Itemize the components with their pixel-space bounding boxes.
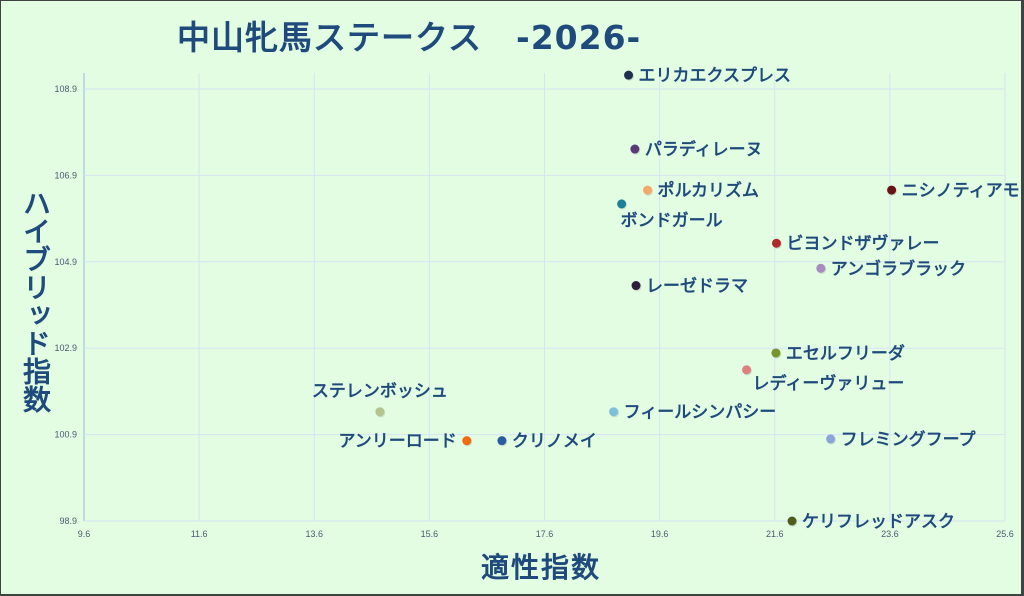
point-label: レーゼドラマ	[646, 276, 748, 297]
data-point[interactable]: フィールシンパシー	[609, 403, 776, 423]
point-label: フィールシンパシー	[624, 403, 777, 423]
y-tick-label: 98.9	[59, 516, 77, 526]
x-tick-label: 9.6	[78, 529, 91, 539]
point-label: ボンドガール	[621, 211, 723, 231]
point-marker[interactable]	[742, 365, 752, 375]
data-point[interactable]: レーゼドラマ	[631, 276, 749, 297]
data-point[interactable]: ケリフレッドアスク	[787, 512, 956, 532]
point-label: エセルフリーダ	[786, 343, 905, 364]
point-label: アンゴラブラック	[831, 258, 966, 279]
point-marker[interactable]	[631, 281, 641, 291]
point-marker[interactable]	[497, 436, 507, 446]
point-label: ポルカリズム	[658, 180, 760, 201]
data-point[interactable]: アンリーロード	[338, 432, 473, 452]
x-tick-label: 21.6	[766, 529, 784, 539]
point-label: ビヨンドザヴァレー	[786, 233, 939, 254]
data-point[interactable]: エリカエクスプレス	[624, 65, 791, 86]
point-marker[interactable]	[887, 185, 897, 195]
x-tick-label: 11.6	[191, 529, 208, 539]
point-label: フレミングフープ	[841, 429, 977, 450]
data-point[interactable]: レディーヴァリュー	[742, 365, 904, 394]
y-tick-label: 100.9	[54, 430, 77, 440]
point-label: クリノメイ	[512, 432, 597, 452]
point-marker[interactable]	[826, 434, 836, 444]
point-marker[interactable]	[643, 185, 653, 195]
point-marker[interactable]	[609, 407, 619, 417]
point-marker[interactable]	[617, 199, 627, 209]
data-point[interactable]: エセルフリーダ	[771, 343, 905, 364]
point-label: アンリーロード	[338, 432, 456, 452]
data-point[interactable]: アンゴラブラック	[816, 258, 966, 279]
data-point[interactable]: ポルカリズム	[643, 180, 759, 201]
point-label: ニシノティアモ	[902, 181, 1020, 201]
point-label: ステレンボッシュ	[312, 382, 448, 402]
point-marker[interactable]	[375, 407, 385, 417]
point-marker[interactable]	[771, 348, 781, 358]
chart-title: 中山牝馬ステークス -2026-	[177, 18, 642, 57]
point-label: ケリフレッドアスク	[802, 512, 955, 532]
x-tick-label: 25.6	[996, 529, 1014, 539]
data-point[interactable]: クリノメイ	[497, 432, 597, 452]
point-label: レディーヴァリュー	[753, 373, 905, 394]
x-tick-label: 17.6	[536, 529, 554, 539]
x-tick-label: 13.6	[305, 529, 323, 539]
x-tick-label: 23.6	[881, 529, 899, 539]
x-axis-label: 適性指数	[481, 551, 602, 584]
data-point[interactable]: ニシノティアモ	[887, 181, 1020, 201]
data-point[interactable]: ボンドガール	[617, 199, 723, 231]
point-label: パラディレーヌ	[645, 139, 763, 160]
point-label: エリカエクスプレス	[639, 65, 792, 86]
point-marker[interactable]	[787, 516, 797, 526]
data-point[interactable]: ステレンボッシュ	[312, 382, 448, 418]
point-marker[interactable]	[624, 70, 634, 80]
x-tick-label: 15.6	[421, 529, 439, 539]
data-point[interactable]: ビヨンドザヴァレー	[771, 233, 940, 254]
y-axis-label: ハイブリッド指数	[19, 189, 52, 413]
y-tick-label: 104.9	[54, 257, 77, 267]
x-tick-label: 19.6	[651, 529, 669, 539]
y-tick-label: 102.9	[54, 343, 77, 353]
point-marker[interactable]	[630, 144, 640, 154]
y-tick-label: 108.9	[54, 84, 77, 94]
data-point[interactable]: フレミングフープ	[826, 429, 977, 450]
point-marker[interactable]	[462, 436, 472, 446]
data-point[interactable]: パラディレーヌ	[630, 139, 763, 160]
point-marker[interactable]	[816, 263, 826, 273]
y-tick-label: 106.9	[54, 170, 77, 180]
point-marker[interactable]	[771, 238, 781, 248]
